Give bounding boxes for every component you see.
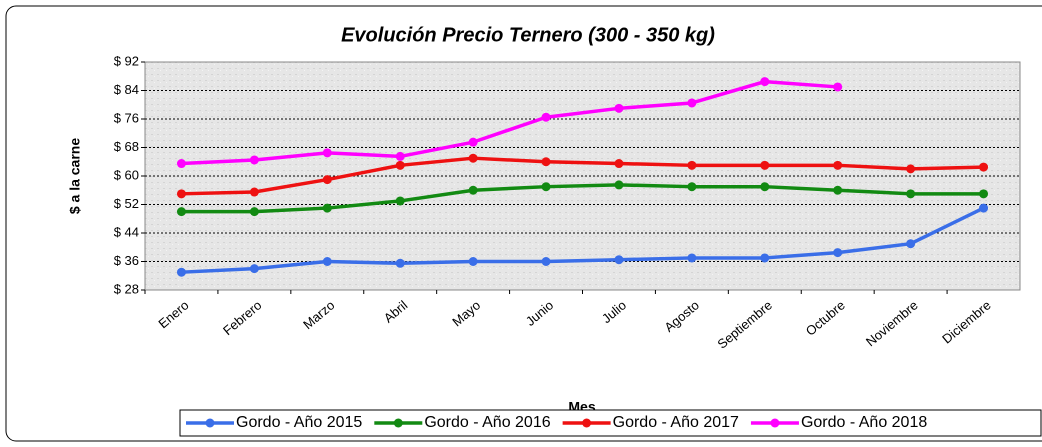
data-point [614, 159, 624, 169]
data-point [395, 258, 405, 268]
data-point [249, 264, 259, 274]
data-point [614, 103, 624, 113]
y-tick-label: $ 92 [114, 53, 139, 68]
data-point [468, 257, 478, 266]
data-point [906, 164, 916, 174]
legend-label: Gordo - Año 2017 [613, 414, 739, 431]
data-point [833, 160, 843, 170]
y-tick-label: $ 76 [114, 110, 139, 125]
legend-marker [393, 418, 403, 428]
data-point [249, 155, 259, 165]
data-point [541, 157, 551, 167]
y-tick-label: $ 84 [114, 82, 139, 97]
data-point [468, 137, 478, 147]
data-point [833, 185, 843, 195]
chart-title: Evolución Precio Ternero (300 - 350 kg) [341, 24, 715, 46]
data-point [176, 207, 186, 217]
y-tick-label: $ 28 [114, 281, 139, 296]
data-point [687, 253, 697, 263]
data-point [395, 160, 405, 170]
data-point [541, 257, 551, 266]
data-point [468, 153, 478, 163]
legend: Gordo - Año 2015 Gordo - Año 2016 Gordo - … [179, 409, 1042, 437]
y-tick-label: $ 36 [114, 253, 139, 268]
y-axis-label: $ a la carne [67, 138, 83, 214]
y-tick-label: $ 68 [114, 139, 139, 154]
data-point [395, 196, 405, 206]
data-point [176, 267, 186, 277]
data-point [979, 162, 989, 172]
data-point [760, 160, 770, 170]
y-tick-label: $ 60 [114, 167, 139, 182]
y-tick-label: $ 44 [114, 224, 139, 239]
data-point [395, 151, 405, 161]
legend-marker [770, 418, 780, 428]
data-point [322, 257, 332, 266]
data-point [906, 239, 916, 249]
data-point [760, 77, 770, 87]
data-point [322, 203, 332, 213]
series-line [181, 156, 984, 196]
series-line [181, 79, 838, 166]
legend-label: Gordo - Año 2015 [236, 414, 362, 431]
legend-marker [582, 418, 592, 428]
data-point [468, 185, 478, 195]
data-point [541, 112, 551, 122]
data-point [541, 182, 551, 192]
data-point [249, 187, 259, 197]
data-point [833, 82, 843, 92]
data-point [687, 98, 697, 108]
data-point [906, 189, 916, 199]
data-point [614, 180, 624, 190]
data-point [322, 148, 332, 158]
data-point [760, 253, 770, 263]
data-point [614, 255, 624, 265]
data-point [176, 189, 186, 199]
legend-label: Gordo - Año 2016 [424, 414, 550, 431]
series-line [181, 206, 985, 274]
legend-label: Gordo - Año 2018 [801, 414, 927, 431]
data-point [176, 159, 186, 169]
series-line [181, 183, 984, 214]
legend-marker [205, 418, 215, 428]
data-point [760, 182, 770, 192]
data-point [979, 189, 989, 199]
data-point [687, 160, 697, 170]
y-tick-label: $ 52 [114, 196, 139, 211]
data-point [322, 175, 332, 185]
data-point [979, 203, 989, 213]
data-point [833, 248, 843, 258]
data-point [249, 207, 259, 217]
data-point [687, 182, 697, 192]
